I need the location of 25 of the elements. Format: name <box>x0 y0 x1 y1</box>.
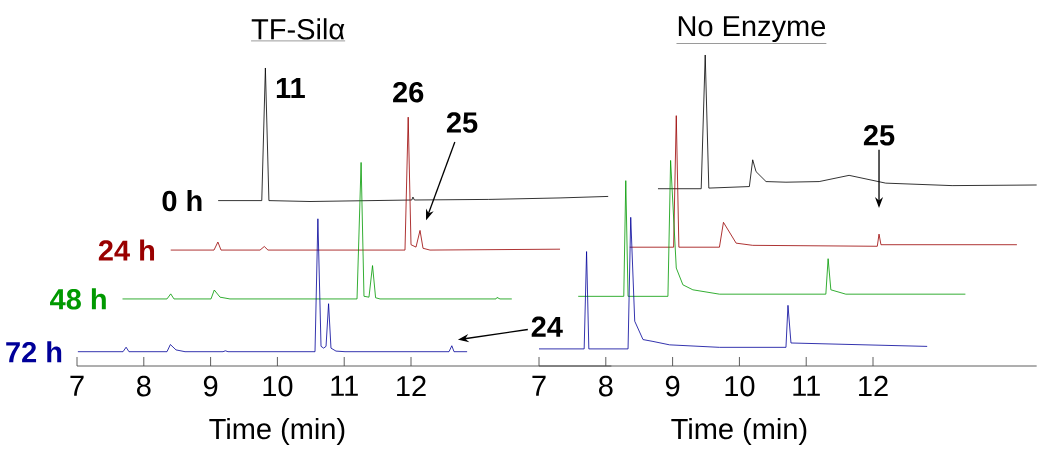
annotation: 25 <box>863 124 895 146</box>
series-label: 24 h <box>98 239 155 261</box>
x-tick-label: 7 <box>532 375 546 396</box>
x-tick-label: 9 <box>665 375 680 397</box>
series-label: 0 h <box>162 189 202 212</box>
x-tick-label: 12 <box>397 375 426 397</box>
x-axis-title: Time (min) <box>671 417 807 445</box>
annotation: 11 <box>276 78 305 98</box>
x-tick-label: 10 <box>725 375 755 397</box>
x-tick-label: 11 <box>793 375 820 396</box>
x-axis-title: Time (min) <box>209 417 345 445</box>
x-tick-label: 11 <box>331 375 358 396</box>
series-label: 72 h <box>6 341 62 363</box>
annotation: 26 <box>393 81 424 103</box>
x-tick-label: 8 <box>599 375 613 397</box>
x-tick-label: 8 <box>136 375 151 397</box>
x-tick-label: 7 <box>70 375 84 396</box>
annotation: 25 <box>446 112 478 133</box>
annotation: 24 <box>531 316 563 337</box>
series-label: 48 h <box>50 288 106 310</box>
x-tick-label: 12 <box>859 375 888 397</box>
x-tick-label: 10 <box>263 375 293 397</box>
chart-title: TF-Silα <box>251 18 345 40</box>
chart-title: No Enzyme <box>678 16 826 43</box>
x-tick-label: 9 <box>203 375 218 397</box>
